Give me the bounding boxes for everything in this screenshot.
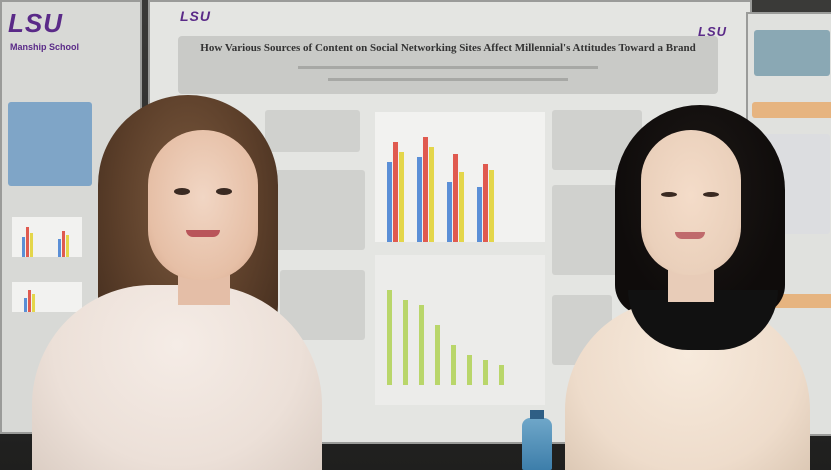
- left-poster-logo: LSU: [8, 8, 63, 38]
- right-poster-banner: [752, 102, 831, 118]
- poster-title: How Various Sources of Content on Social…: [200, 42, 696, 54]
- person-right-face: [641, 130, 741, 275]
- poster-secondary-bar-chart: [375, 255, 545, 405]
- person-right-eye-right: [703, 192, 719, 197]
- water-bottle: [522, 410, 552, 470]
- poster-title-banner: How Various Sources of Content on Social…: [178, 36, 718, 94]
- person-left-face: [148, 130, 258, 280]
- poster-affiliation-line-2: [328, 78, 568, 81]
- person-right-smile: [675, 232, 705, 239]
- person-left-blouse: [32, 285, 322, 470]
- main-poster-logo: LSU: [180, 8, 211, 24]
- poster-section-left-2: [275, 170, 365, 250]
- left-poster-logo-subtitle: Manship School: [10, 42, 80, 52]
- poster-section-left-1: [265, 110, 360, 152]
- left-poster-chart-2: [12, 282, 82, 312]
- person-left-smile: [186, 230, 220, 237]
- poster-affiliation-line: [298, 66, 598, 69]
- main-poster-logo-right: LSU: [698, 24, 727, 39]
- person-left-eye-right: [216, 188, 232, 195]
- poster-main-bar-chart: [375, 112, 545, 242]
- person-right-eye-left: [661, 192, 677, 197]
- left-poster-chart-1: [12, 217, 82, 257]
- right-poster-image: [754, 30, 830, 76]
- left-poster-image: [8, 102, 92, 186]
- person-left-eye-left: [174, 188, 190, 195]
- bottle-cap: [530, 410, 544, 419]
